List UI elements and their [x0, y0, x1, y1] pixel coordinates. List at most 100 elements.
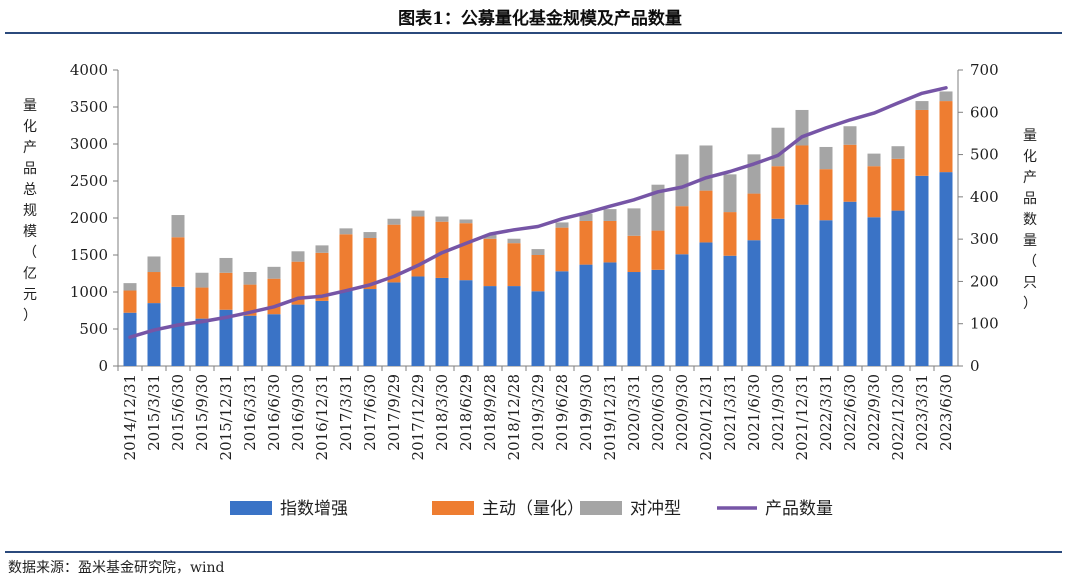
bar-active-quant — [795, 145, 809, 205]
bar-index-enhanced — [819, 220, 833, 366]
bar-index-enhanced — [651, 269, 665, 366]
bar-active-quant — [891, 158, 905, 211]
product-count-point — [321, 295, 323, 297]
product-count-point — [153, 329, 155, 331]
bar-active-quant — [387, 224, 401, 283]
bar-active-quant — [315, 252, 329, 301]
x-tick-label: 2018/9/28 — [481, 374, 499, 451]
title-rule — [5, 32, 1062, 34]
bar-index-enhanced — [579, 264, 593, 366]
product-count-point — [393, 275, 395, 277]
bar-active-quant — [219, 272, 233, 310]
product-count-point — [873, 112, 875, 114]
bar-hedge — [723, 174, 737, 213]
product-count-point — [801, 136, 803, 138]
y-right-tick-label: 600 — [970, 103, 999, 121]
bar-hedge — [291, 251, 305, 262]
bar-index-enhanced — [531, 291, 545, 366]
bar-index-enhanced — [771, 218, 785, 366]
bar-active-quant — [555, 227, 569, 272]
bar-index-enhanced — [267, 314, 281, 366]
product-count-point — [465, 242, 467, 244]
bar-hedge — [315, 245, 329, 253]
data-source: 数据来源：盈米基金研究院，wind — [8, 560, 225, 576]
product-count-point — [705, 177, 707, 179]
y-right-tick-label: 700 — [970, 61, 999, 79]
bar-hedge — [363, 232, 377, 238]
bar-hedge — [627, 208, 641, 236]
y-left-tick-label: 0 — [98, 357, 108, 375]
bar-index-enhanced — [147, 303, 161, 366]
y-right-tick-label: 500 — [970, 146, 999, 164]
bar-hedge — [531, 249, 545, 255]
bar-index-enhanced — [219, 309, 233, 366]
bar-hedge — [579, 213, 593, 221]
x-tick-label: 2021/6/30 — [745, 374, 763, 451]
bar-index-enhanced — [459, 280, 473, 366]
legend-label: 对冲型 — [630, 499, 681, 519]
chart-title: 图表1：公募量化基金规模及产品数量 — [398, 9, 682, 29]
product-count-point — [609, 205, 611, 207]
bar-active-quant — [627, 235, 641, 273]
y-left-axis-label: 量化产品总规模（亿元） — [23, 98, 37, 324]
bar-active-quant — [723, 212, 737, 256]
bar-hedge — [843, 126, 857, 145]
bar-index-enhanced — [195, 318, 209, 366]
y-right-tick-label: 100 — [970, 315, 999, 333]
y-left-tick-label: 1500 — [70, 246, 108, 264]
x-tick-label: 2022/3/31 — [817, 374, 835, 451]
x-tick-label: 2017/12/29 — [409, 374, 427, 460]
bar-index-enhanced — [387, 282, 401, 366]
product-count-point — [297, 297, 299, 299]
x-tick-label: 2015/12/31 — [217, 374, 235, 460]
product-count-point — [273, 306, 275, 308]
product-count-point — [897, 102, 899, 104]
bar-hedge — [555, 222, 569, 228]
legend-label: 指数增强 — [280, 499, 348, 519]
x-tick-label: 2020/12/31 — [697, 374, 715, 460]
legend-swatch — [580, 501, 622, 515]
product-count-point — [513, 229, 515, 231]
bar-hedge — [219, 257, 233, 273]
bar-hedge — [411, 210, 425, 217]
bar-hedge — [435, 216, 449, 222]
product-count-point — [129, 336, 131, 338]
bar-active-quant — [243, 284, 257, 316]
bar-active-quant — [411, 216, 425, 277]
x-tick-label: 2016/6/30 — [265, 374, 283, 451]
x-tick-label: 2018/3/30 — [433, 374, 451, 451]
bar-hedge — [243, 272, 257, 285]
bar-active-quant — [771, 166, 785, 219]
x-tick-label: 2019/6/28 — [553, 374, 571, 451]
bar-hedge — [651, 184, 665, 231]
x-tick-label: 2023/6/30 — [937, 374, 955, 451]
y-right-tick-label: 200 — [970, 272, 999, 290]
bar-index-enhanced — [507, 286, 521, 366]
legend-swatch — [432, 501, 474, 515]
bar-hedge — [699, 145, 713, 191]
bar-index-enhanced — [939, 172, 953, 366]
bar-index-enhanced — [747, 240, 761, 366]
x-tick-label: 2016/9/30 — [289, 374, 307, 451]
bar-index-enhanced — [555, 271, 569, 366]
bar-active-quant — [747, 193, 761, 241]
bar-index-enhanced — [795, 204, 809, 366]
product-count-point — [417, 264, 419, 266]
bar-index-enhanced — [627, 272, 641, 366]
x-tick-label: 2019/12/31 — [601, 374, 619, 460]
bar-active-quant — [339, 234, 353, 291]
bar-hedge — [915, 101, 929, 110]
x-tick-label: 2022/9/30 — [865, 374, 883, 451]
y-right-tick-label: 0 — [970, 357, 980, 375]
bar-index-enhanced — [891, 210, 905, 366]
product-count-point — [537, 225, 539, 227]
bar-hedge — [891, 146, 905, 159]
product-count-point — [201, 321, 203, 323]
product-count-point — [681, 186, 683, 188]
product-count-point — [585, 212, 587, 214]
bar-index-enhanced — [339, 290, 353, 366]
y-left-tick-label: 2500 — [70, 172, 108, 190]
product-count-point — [561, 218, 563, 220]
bar-hedge — [171, 215, 185, 238]
